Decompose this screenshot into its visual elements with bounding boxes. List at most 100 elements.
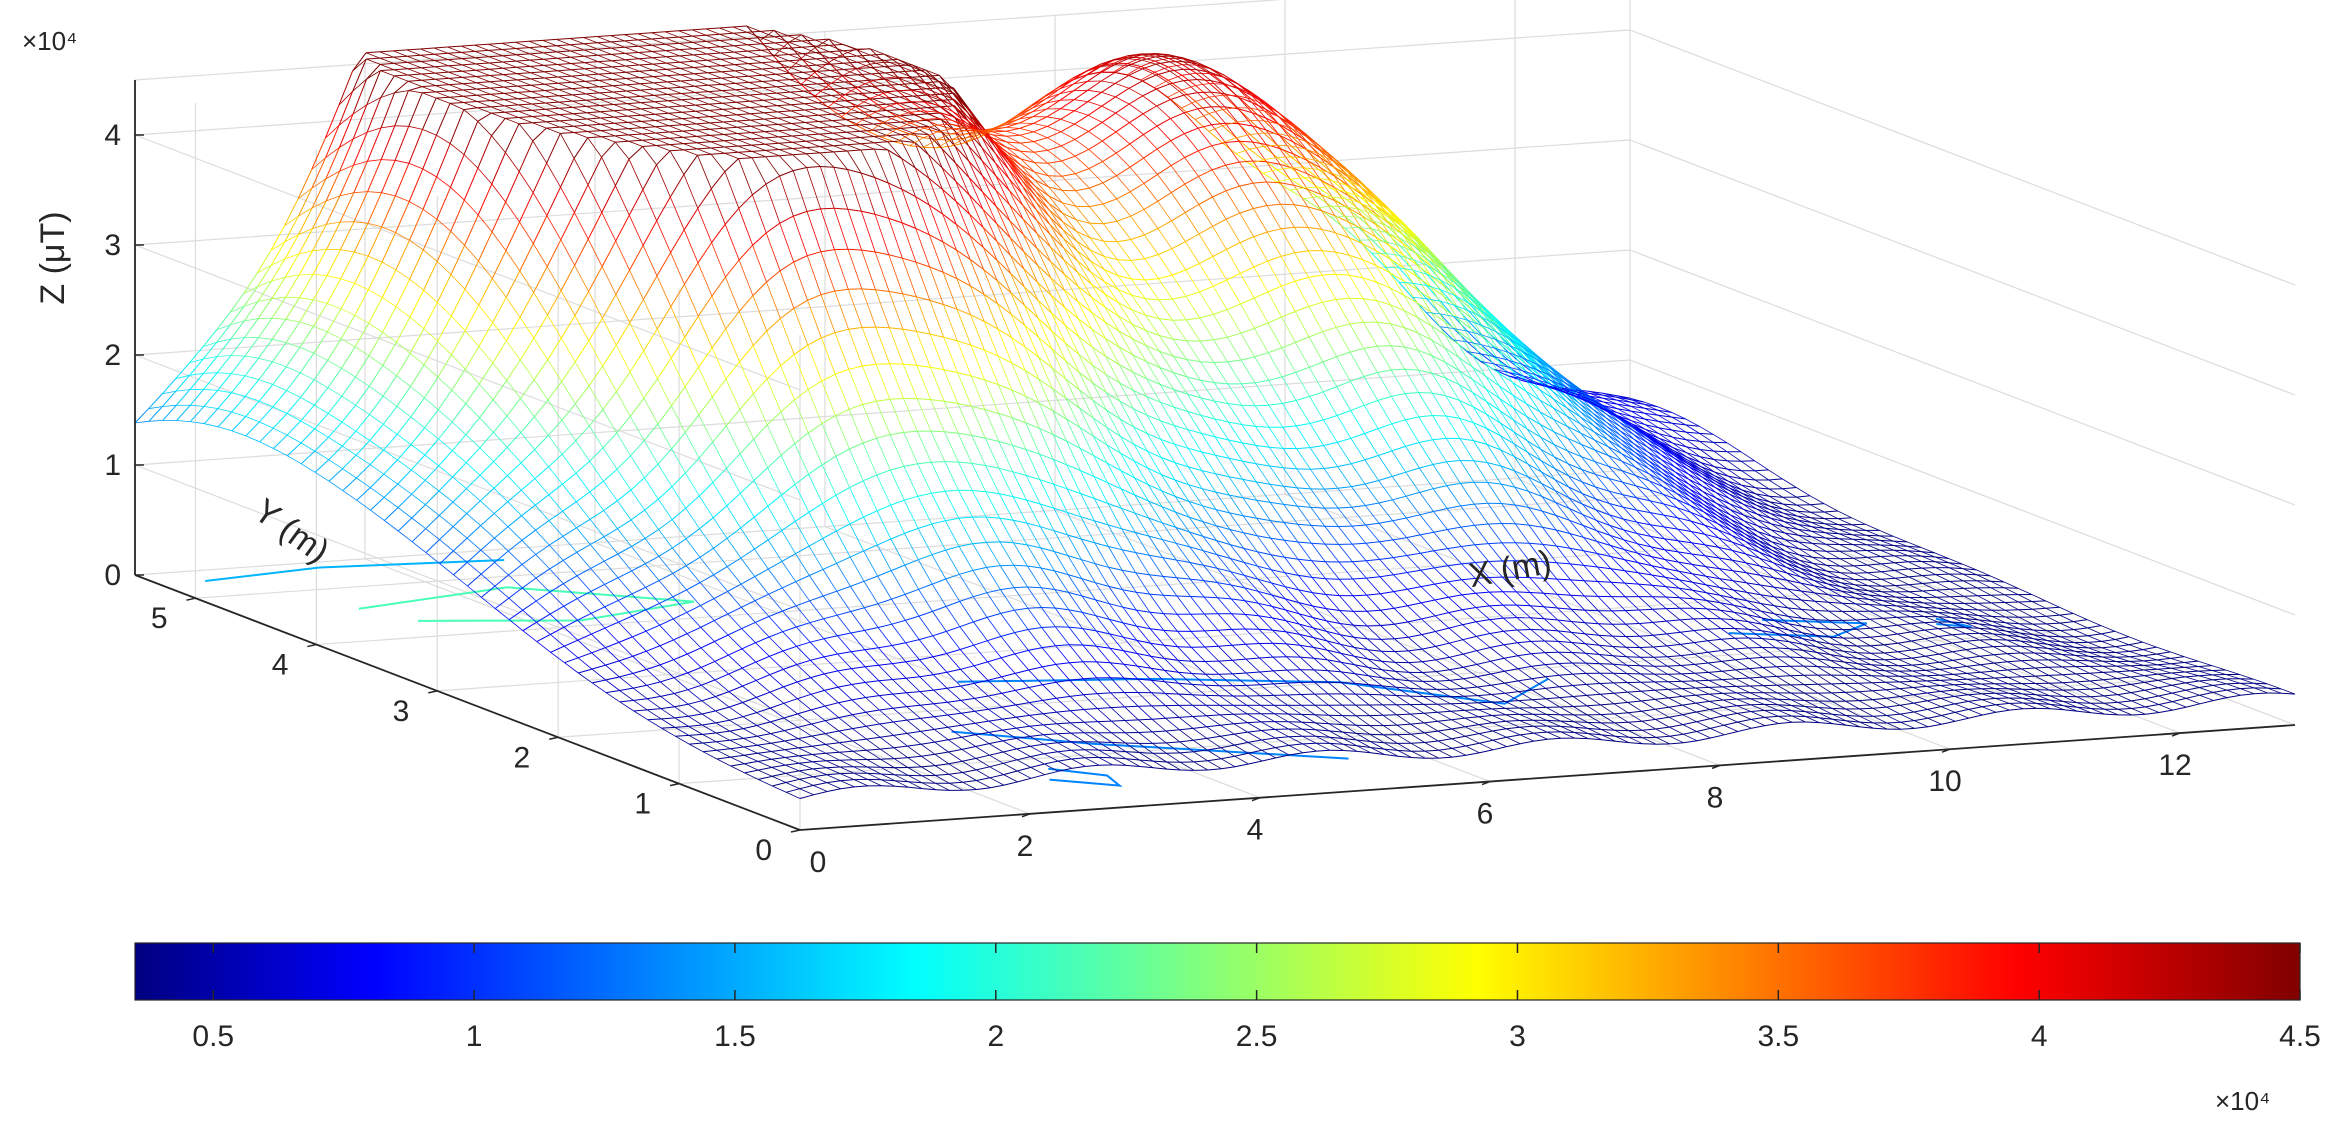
mesh-line — [1573, 705, 1588, 707]
mesh-line — [994, 152, 1010, 171]
mesh-line — [1119, 364, 1134, 373]
mesh-line — [1279, 134, 1294, 143]
mesh-line — [901, 222, 916, 229]
mesh-line — [1621, 447, 1636, 457]
mesh-line — [1231, 613, 1246, 615]
mesh-line — [559, 106, 573, 109]
mesh-line — [931, 461, 945, 463]
mesh-line — [807, 337, 822, 346]
mesh-line — [1033, 116, 1048, 124]
mesh-line — [715, 691, 730, 698]
mesh-line — [942, 241, 957, 251]
mesh-line — [687, 666, 702, 674]
mesh-line — [1949, 580, 1964, 582]
mesh-line — [505, 117, 519, 119]
mesh-line — [887, 140, 902, 143]
mesh-line — [625, 64, 640, 67]
mesh-line — [1953, 672, 1968, 675]
mesh-line — [1539, 399, 1554, 409]
mesh-line — [753, 378, 768, 395]
mesh-line — [1014, 607, 1028, 611]
mesh-line — [823, 653, 838, 658]
mesh-line — [1741, 484, 1756, 489]
mesh-line — [326, 278, 342, 304]
mesh-line — [1358, 217, 1373, 230]
mesh-line — [1608, 455, 1623, 462]
mesh-line — [438, 421, 453, 440]
mesh-line — [1235, 137, 1251, 150]
mesh-line — [679, 48, 694, 51]
mesh-line — [494, 526, 509, 539]
mesh-line — [1130, 234, 1145, 240]
mesh-line — [1043, 711, 1057, 715]
mesh-line — [1471, 366, 1487, 377]
mesh-line — [702, 732, 717, 735]
mesh-line — [868, 131, 883, 139]
mesh-line — [1702, 490, 1717, 499]
mesh-line — [1511, 345, 1526, 359]
mesh-line — [912, 75, 926, 78]
mesh-line — [974, 695, 989, 699]
mesh-line — [883, 53, 898, 64]
mesh-line — [1457, 318, 1472, 330]
mesh-line — [1104, 306, 1119, 317]
mesh-line — [395, 201, 410, 233]
mesh-line — [674, 715, 689, 719]
mesh-line — [1008, 169, 1023, 187]
mesh-line — [1367, 638, 1382, 640]
mesh-line — [1749, 676, 1764, 679]
mesh-line — [435, 71, 449, 74]
mesh-line — [1121, 507, 1136, 514]
mesh-line — [1473, 422, 1487, 429]
mesh-line — [367, 159, 382, 192]
mesh-line — [1566, 407, 1581, 418]
mesh-line — [1786, 566, 1801, 573]
mesh-line — [393, 61, 408, 64]
mesh-line — [1729, 493, 1744, 501]
mesh-line — [960, 682, 975, 687]
mesh-line — [382, 405, 398, 425]
mesh-line — [901, 188, 916, 198]
mesh-line — [244, 318, 259, 338]
mesh-line — [1680, 642, 1695, 645]
mesh-line — [810, 673, 825, 679]
mesh-line — [1682, 694, 1696, 697]
mesh-line — [915, 196, 930, 206]
mesh-line — [299, 326, 314, 348]
mesh-line — [598, 66, 613, 69]
mesh-line — [1065, 360, 1080, 373]
mesh-line — [796, 622, 811, 628]
mesh-line — [1309, 391, 1324, 397]
mesh-line — [1572, 683, 1587, 686]
mesh-line — [1077, 271, 1092, 285]
mesh-line — [1217, 597, 1232, 600]
mesh-line — [747, 55, 762, 58]
mesh-line — [808, 538, 823, 547]
mesh-line — [639, 76, 654, 79]
mesh-line — [1527, 463, 1542, 473]
mesh-line — [1838, 528, 1853, 531]
mesh-line — [1486, 428, 1501, 437]
mesh-line — [756, 721, 771, 726]
mesh-line — [1828, 601, 1843, 604]
mesh-line — [646, 681, 661, 686]
mesh-line — [1184, 175, 1199, 185]
mesh-line — [548, 483, 563, 496]
mesh-line — [629, 397, 645, 417]
mesh-line — [1390, 304, 1405, 311]
mesh-line — [1407, 569, 1421, 573]
mesh-line — [1686, 456, 1701, 463]
mesh-line — [1128, 59, 1143, 66]
mesh-line — [1774, 626, 1789, 631]
mesh-line — [1824, 527, 1839, 530]
mesh-line — [570, 62, 585, 64]
mesh-line — [1584, 609, 1599, 612]
mesh-line — [950, 142, 965, 147]
mesh-line — [1077, 301, 1092, 313]
mesh-line — [1978, 627, 1993, 630]
mesh-line — [599, 91, 614, 94]
mesh-line — [679, 41, 693, 44]
mesh-line — [1035, 201, 1050, 217]
mesh-line — [757, 733, 771, 737]
mesh-line — [299, 353, 315, 373]
